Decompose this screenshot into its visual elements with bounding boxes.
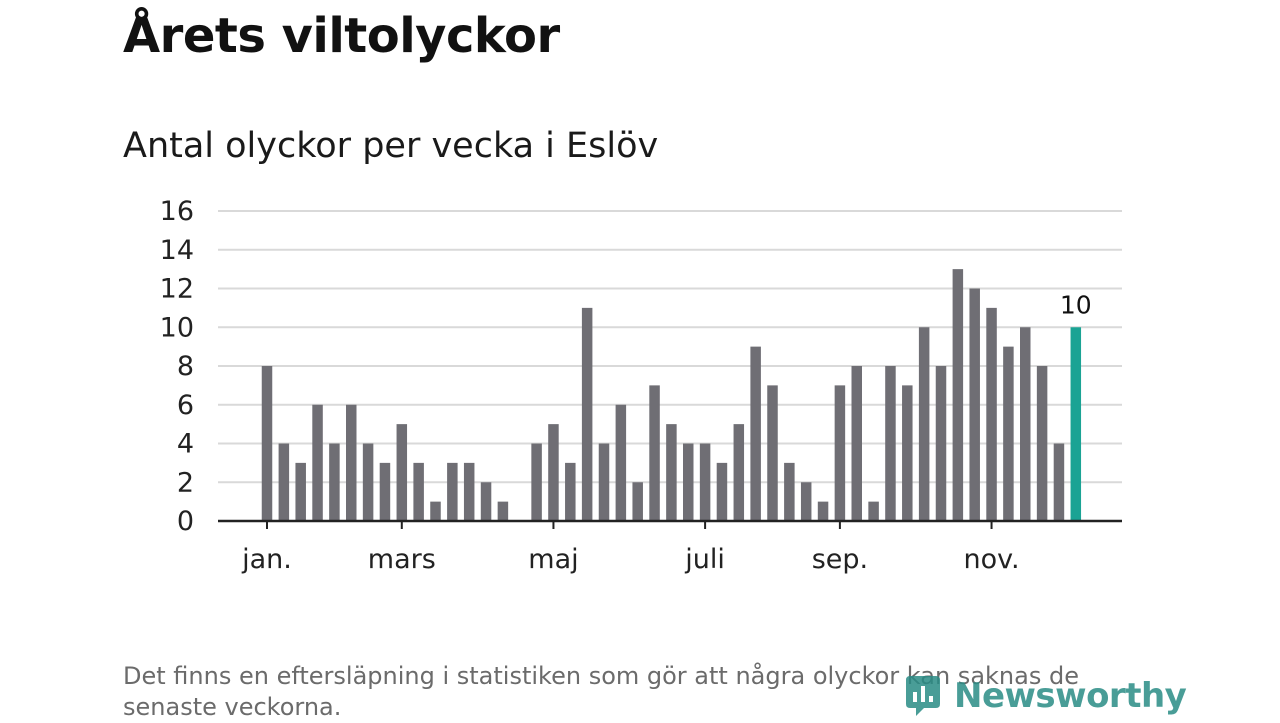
bar bbox=[716, 462, 728, 521]
bar bbox=[1053, 443, 1065, 521]
bar bbox=[497, 501, 509, 521]
bar bbox=[918, 327, 930, 521]
y-tick-label: 12 bbox=[160, 274, 194, 305]
bar bbox=[531, 443, 542, 521]
bar bbox=[312, 404, 323, 521]
bar bbox=[329, 443, 340, 521]
bar bbox=[733, 424, 745, 521]
bar bbox=[447, 462, 458, 521]
data-label: 10 bbox=[1060, 290, 1092, 319]
bar bbox=[683, 443, 694, 521]
bar bbox=[834, 385, 846, 521]
y-tick-label: 16 bbox=[160, 196, 194, 227]
x-tick-label: jan. bbox=[241, 544, 292, 575]
x-tick-label: maj bbox=[528, 544, 578, 575]
bar bbox=[969, 288, 980, 521]
bar bbox=[817, 501, 829, 521]
bar bbox=[868, 501, 879, 521]
bar-highlight bbox=[1070, 327, 1082, 521]
bar bbox=[1003, 346, 1014, 521]
bar bbox=[480, 482, 492, 521]
bar bbox=[565, 462, 576, 521]
chart-title: Årets viltolyckor bbox=[123, 8, 560, 64]
chart-subtitle: Antal olyckor per vecka i Eslöv bbox=[123, 126, 659, 166]
bar bbox=[666, 424, 677, 521]
bar bbox=[548, 424, 559, 521]
y-tick-label: 14 bbox=[160, 235, 194, 266]
bar bbox=[430, 501, 441, 521]
newsworthy-logo: Newsworthy bbox=[902, 673, 1187, 719]
bar bbox=[784, 462, 795, 521]
x-tick-label: nov. bbox=[963, 544, 1019, 575]
bar bbox=[346, 404, 357, 521]
bar bbox=[885, 366, 896, 521]
bar bbox=[649, 385, 660, 521]
bar bbox=[413, 462, 424, 521]
y-tick-label: 2 bbox=[177, 467, 194, 498]
bar bbox=[1036, 366, 1048, 521]
bar bbox=[598, 443, 610, 521]
bar bbox=[952, 269, 964, 521]
y-tick-label: 8 bbox=[177, 351, 194, 382]
bar bbox=[362, 443, 374, 521]
bar bbox=[851, 366, 862, 521]
y-tick-label: 10 bbox=[160, 312, 194, 343]
bar bbox=[767, 385, 778, 521]
bar bbox=[615, 404, 627, 521]
newsworthy-logo-text: Newsworthy bbox=[954, 676, 1187, 716]
x-tick-label: mars bbox=[368, 544, 436, 575]
x-tick-label: sep. bbox=[812, 544, 868, 575]
bar bbox=[986, 307, 997, 521]
y-tick-label: 4 bbox=[177, 429, 194, 460]
bar bbox=[295, 462, 306, 521]
x-tick-label: juli bbox=[684, 544, 725, 575]
y-tick-label: 6 bbox=[177, 390, 194, 421]
newsworthy-logo-icon bbox=[906, 676, 940, 716]
y-tick-label: 0 bbox=[177, 506, 194, 537]
bar bbox=[902, 385, 913, 521]
bar bbox=[1020, 327, 1031, 521]
bar bbox=[278, 443, 290, 521]
bar bbox=[379, 462, 391, 521]
bar bbox=[935, 366, 947, 521]
bar bbox=[699, 443, 711, 521]
bar bbox=[800, 482, 812, 521]
bar bbox=[581, 307, 593, 521]
bar bbox=[632, 482, 643, 521]
bar bbox=[396, 424, 408, 521]
bar bbox=[261, 366, 273, 521]
bar bbox=[750, 346, 761, 521]
bar bbox=[463, 462, 475, 521]
